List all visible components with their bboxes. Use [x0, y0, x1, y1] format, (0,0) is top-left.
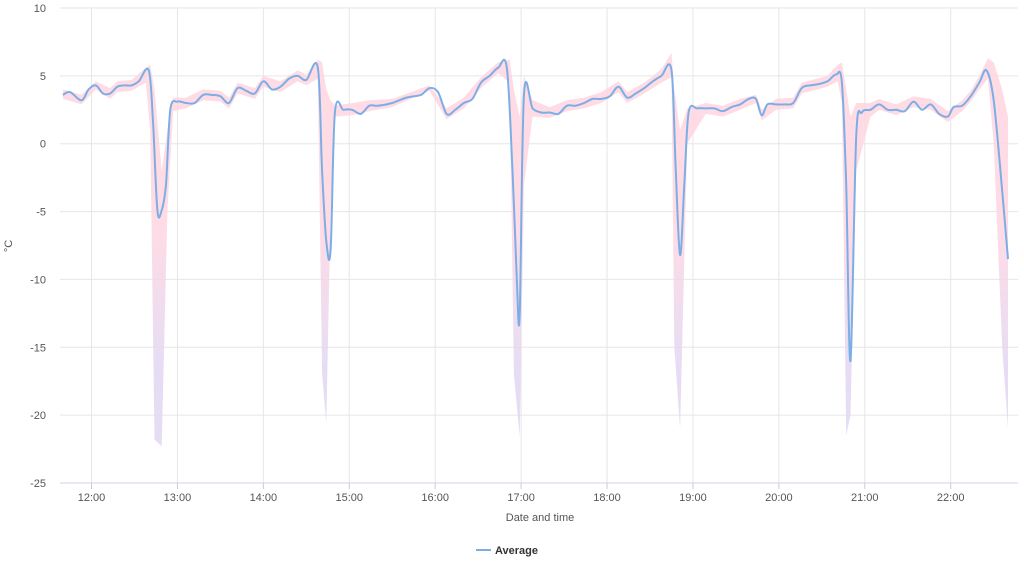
- y-tick-label: -10: [30, 274, 46, 286]
- x-tick-label: 18:00: [593, 492, 621, 504]
- x-tick-label: 14:00: [250, 492, 278, 504]
- range-band-area: [62, 52, 1008, 447]
- y-axis-ticks: 10 5 0 -5 -10 -15 -20 -25: [30, 3, 46, 490]
- range-band: [62, 52, 1008, 447]
- grid-lines: [60, 7, 1018, 484]
- x-tick-label: 21:00: [851, 492, 879, 504]
- y-tick-label: 10: [34, 3, 46, 15]
- y-tick-label: -5: [36, 207, 46, 219]
- x-axis-ticks: 12:00 13:00 14:00 15:00 16:00 17:00 18:00 19:00…: [78, 483, 965, 504]
- legend-label-average: Average: [495, 545, 538, 557]
- series-line-average: [62, 58, 1009, 362]
- y-axis-title: °C: [3, 240, 15, 252]
- x-tick-label: 20:00: [765, 492, 793, 504]
- y-tick-label: -15: [30, 342, 46, 354]
- x-tick-label: 19:00: [679, 492, 707, 504]
- x-tick-label: 12:00: [78, 492, 106, 504]
- y-tick-label: 0: [40, 139, 46, 151]
- x-tick-label: 17:00: [507, 492, 535, 504]
- y-tick-label: 5: [40, 71, 46, 83]
- x-tick-label: 22:00: [937, 492, 965, 504]
- series-lines: [62, 58, 1009, 362]
- x-tick-label: 13:00: [164, 492, 192, 504]
- x-axis-title: Date and time: [506, 512, 574, 524]
- y-tick-label: -20: [30, 410, 46, 422]
- x-tick-label: 16:00: [421, 492, 449, 504]
- y-tick-label: -25: [30, 478, 46, 490]
- legend[interactable]: Average: [476, 545, 538, 557]
- x-tick-label: 15:00: [335, 492, 363, 504]
